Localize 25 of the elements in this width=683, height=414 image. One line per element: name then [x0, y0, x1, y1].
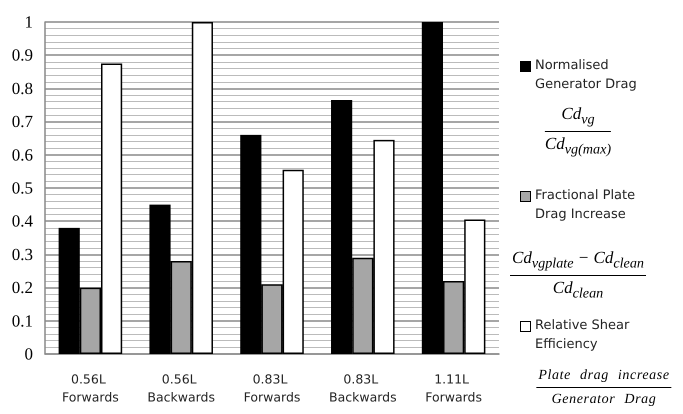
text: Plate drag increase [536, 366, 672, 388]
y-tick-label: 0.4 [12, 212, 34, 231]
y-tick-label: 0 [24, 344, 33, 364]
text: Cd$_{vg}$ [544, 104, 612, 132]
y-tick-label: 1 [24, 12, 33, 32]
text: Generator Drag [550, 391, 658, 409]
y-tick-label: 0.2 [12, 278, 33, 298]
x-tick-label: 0.83L Forwards [244, 372, 300, 404]
y-tick-label: 0.7 [12, 112, 34, 132]
legend-label: Normalised Generator Drag [535, 57, 638, 94]
text: Cd$_{clean}$ [552, 277, 604, 304]
y-tick-label: 0.8 [12, 78, 33, 98]
text: Cd$_{vgplate}$ − Cd$_{clean}$ [510, 248, 646, 276]
x-tick-label: 1.11L Forwards [425, 372, 482, 404]
x-tick-label: 0.56L Backwards [147, 372, 216, 404]
x-tick-label: 0.56L Forwards [62, 372, 119, 404]
legend-label: Fractional Plate Drag Increase [535, 187, 636, 224]
y-tick-label: 0.6 [12, 145, 33, 164]
y-tick-label: 0.5 [12, 178, 33, 198]
y-tick-label: 0.3 [12, 244, 33, 264]
y-tick-label: 0.1 [12, 311, 33, 330]
y-tick-label: 0.9 [12, 46, 33, 65]
text: Cd$_{vg(max)}$ [544, 133, 612, 160]
x-tick-label: 0.83L Backwards [328, 372, 397, 404]
legend-label: Relative Shear Efficiency [535, 317, 630, 354]
